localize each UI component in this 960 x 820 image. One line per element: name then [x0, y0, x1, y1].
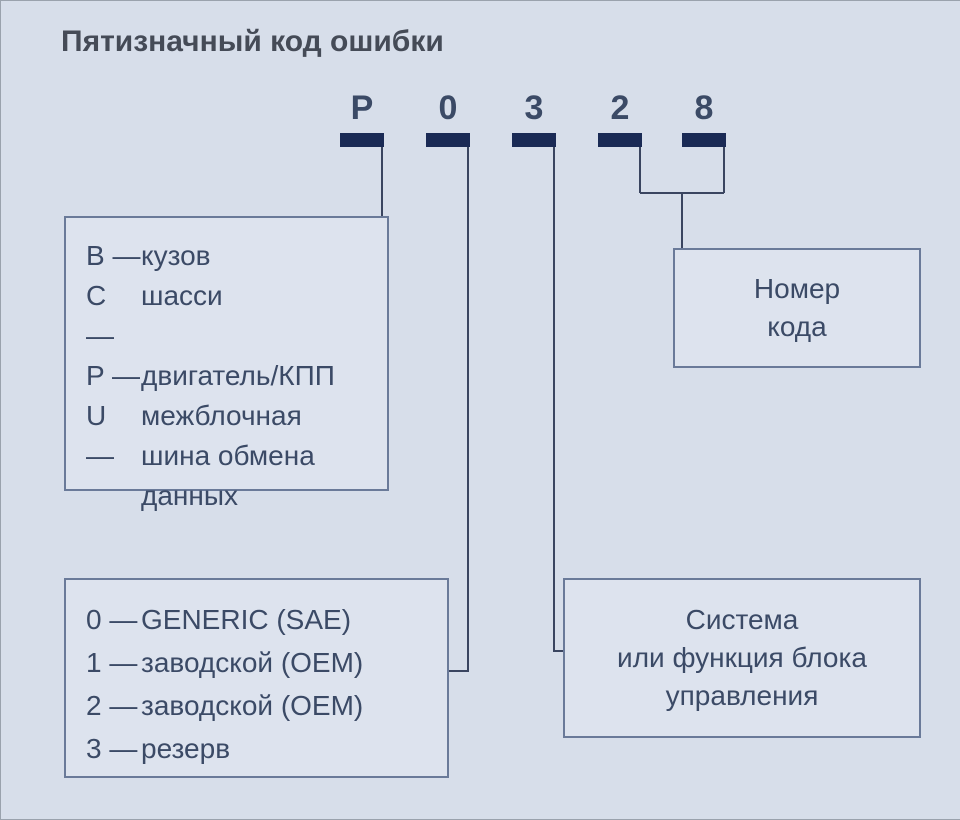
code-char-0: P	[342, 89, 382, 128]
box-second-digit-legend: 0 —GENERIC (SAE)1 —заводской (OEM)2 —зав…	[64, 578, 449, 778]
code-tick-2	[512, 133, 556, 147]
box-first-digit-legend: B —кузовC —шассиP —двигатель/КППU —межбл…	[64, 216, 389, 491]
diagram-stage: Пятизначный код ошибки P 0 3 2 8 B —кузовC —…	[0, 0, 960, 820]
diagram-title: Пятизначный код ошибки	[61, 25, 444, 59]
code-tick-1	[426, 133, 470, 147]
code-tick-4	[682, 133, 726, 147]
legend-row: 0 —GENERIC (SAE)	[86, 598, 431, 641]
code-char-3: 2	[600, 89, 640, 128]
box-line: или функция блока	[617, 639, 867, 677]
box-code-number: Номеркода	[673, 248, 921, 368]
code-char-2: 3	[514, 89, 554, 128]
legend-key: 0 —	[86, 598, 141, 641]
legend-desc: кузов	[141, 236, 371, 276]
legend-key: C —	[86, 276, 141, 356]
box-line: Номер	[754, 270, 840, 308]
box-system-function: Системаили функция блокауправления	[563, 578, 921, 738]
box-line: Система	[686, 601, 799, 639]
legend-key: B —	[86, 236, 141, 276]
code-tick-3	[598, 133, 642, 147]
legend-desc: межблочная шина обмена данных	[141, 396, 371, 516]
legend-desc: двигатель/КПП	[141, 356, 371, 396]
legend-row: 1 —заводской (OEM)	[86, 641, 431, 684]
legend-row: 2 —заводской (OEM)	[86, 684, 431, 727]
legend-desc: резерв	[141, 727, 431, 770]
box-line: управления	[666, 677, 819, 715]
legend-key: 3 —	[86, 727, 141, 770]
legend-row: C —шасси	[86, 276, 371, 356]
legend-row: 3 —резерв	[86, 727, 431, 770]
legend-row: B —кузов	[86, 236, 371, 276]
box-line: кода	[767, 308, 826, 346]
legend-desc: шасси	[141, 276, 371, 316]
legend-row: P —двигатель/КПП	[86, 356, 371, 396]
legend-key: U —	[86, 396, 141, 476]
legend-desc: GENERIC (SAE)	[141, 598, 431, 641]
legend-key: 2 —	[86, 684, 141, 727]
legend-row: U —межблочная шина обмена данных	[86, 396, 371, 516]
code-tick-0	[340, 133, 384, 147]
code-char-1: 0	[428, 89, 468, 128]
code-char-4: 8	[684, 89, 724, 128]
legend-desc: заводской (OEM)	[141, 641, 431, 684]
legend-key: P —	[86, 356, 141, 396]
legend-key: 1 —	[86, 641, 141, 684]
legend-desc: заводской (OEM)	[141, 684, 431, 727]
